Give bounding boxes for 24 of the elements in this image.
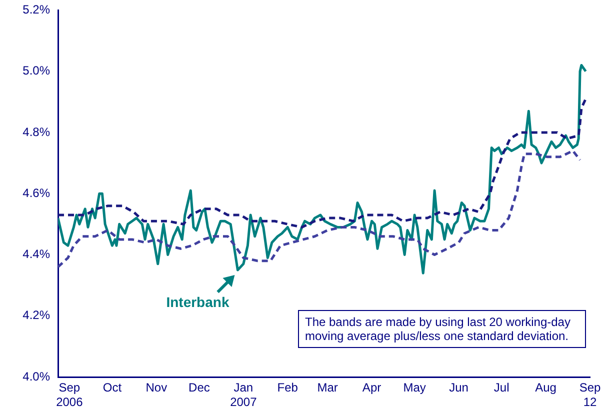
x-tick-label: Sep 12 <box>579 380 601 409</box>
y-tick-label: 4.8% <box>22 124 50 139</box>
x-tick-label: May <box>403 380 426 395</box>
x-tick-label: Sep 2006 <box>56 380 84 409</box>
y-tick-label: 4.6% <box>22 186 50 200</box>
x-tick-label: Jan 2007 <box>230 380 258 409</box>
x-tick-label: Jul <box>494 380 510 395</box>
x-tick-label: Aug <box>535 380 556 395</box>
x-tick-label: Feb <box>277 380 298 395</box>
annotation: Interbank <box>166 294 230 310</box>
x-tick-label: Jun <box>449 380 468 395</box>
y-tick-label: 4.2% <box>22 308 50 322</box>
y-tick-label: 5.2% <box>22 2 50 17</box>
x-tick-label: Dec <box>188 380 210 395</box>
x-tick-label: Oct <box>102 380 122 395</box>
x-tick-label: Mar <box>317 380 338 395</box>
y-tick-label: 4.4% <box>22 247 50 262</box>
line-series <box>58 150 582 268</box>
y-tick-label: 4.0% <box>22 369 50 384</box>
x-tick-label: Apr <box>362 380 382 395</box>
x-tick-label: Nov <box>146 380 168 395</box>
line-series <box>58 98 587 228</box>
annotation: The bands are made by using last 20 working-day moving average plus/less one standard deviation. <box>298 310 586 348</box>
y-tick-label: 5.0% <box>22 64 50 78</box>
